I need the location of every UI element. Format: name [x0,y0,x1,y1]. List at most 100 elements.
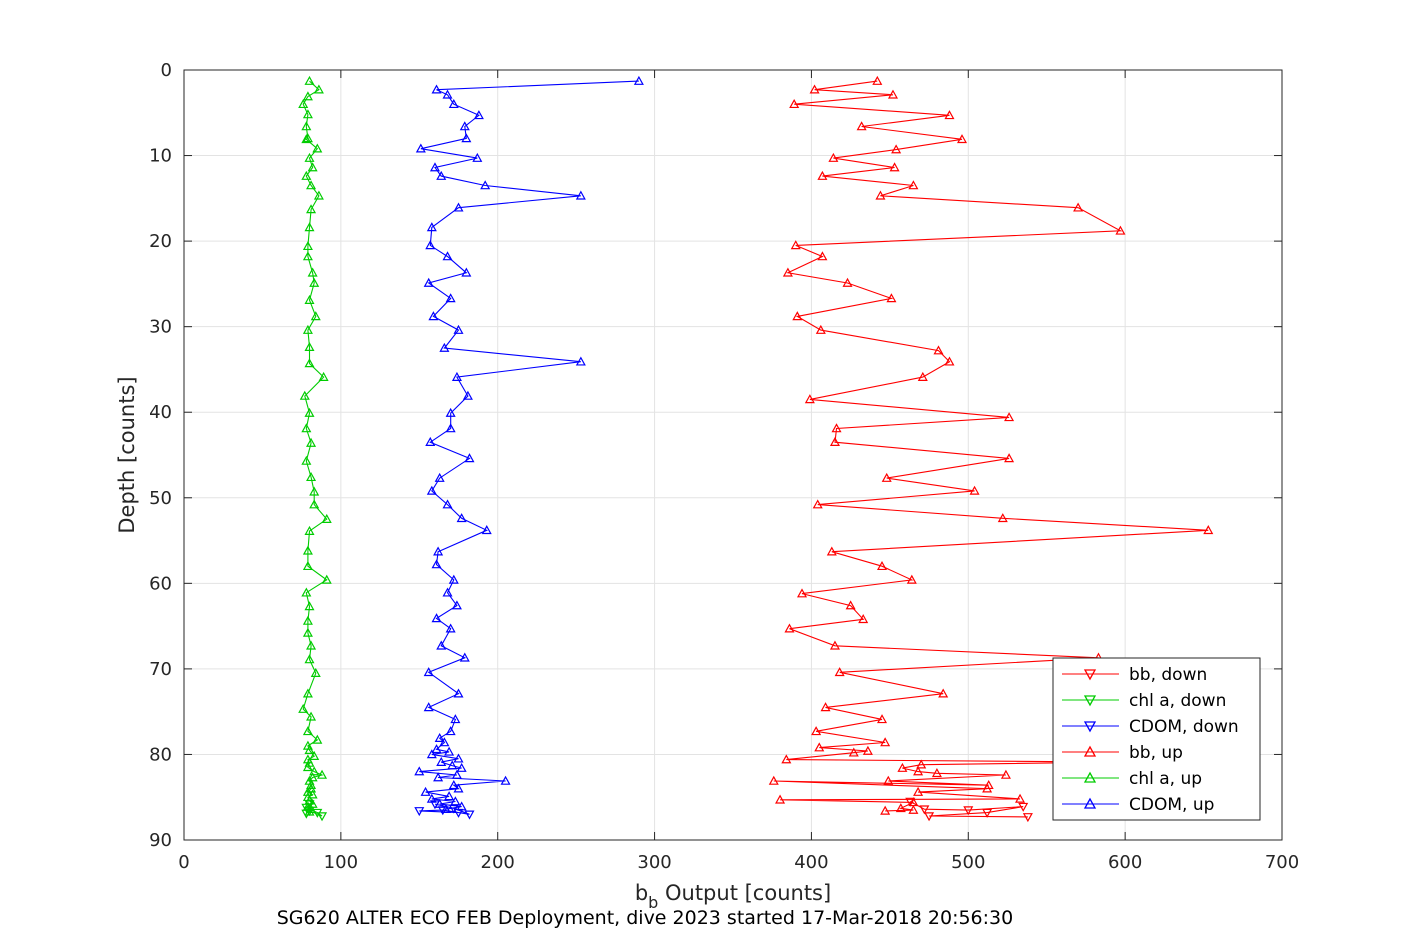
data-point-chl-a-up [306,437,317,447]
data-point-bb-up [889,162,900,172]
x-tick-label: 200 [481,852,515,873]
data-point-bb-down [924,812,935,822]
data-point-bb-up [880,737,891,747]
data-point-bb-up [792,311,803,321]
data-point-chl-a-up [302,241,313,251]
data-point-bb-up [817,170,828,180]
data-point-cdom-up [456,513,467,523]
data-point-cdom-up [456,801,467,811]
data-point-bb-up [782,267,793,277]
data-point-chl-a-up [307,162,318,172]
data-point-cdom-up [414,766,425,776]
data-point-chl-a-down [317,812,328,822]
data-point-cdom-up [429,162,440,172]
data-point-cdom-up [442,499,453,509]
data-point-bb-up [1073,202,1084,212]
data-point-cdom-up [472,152,483,162]
data-point-cdom-up [425,240,436,250]
data-point-cdom-up [456,762,467,772]
y-tick-label: 80 [149,744,172,765]
data-point-cdom-up [447,760,458,770]
data-point-bb-up [897,762,908,772]
data-point-chl-a-up [313,190,324,200]
data-point-bb-down [982,808,993,818]
data-point-cdom-up [439,737,450,747]
data-point-chl-a-up [301,423,312,433]
data-point-bb-up [908,804,919,814]
data-point-bb-up [913,766,924,776]
data-point-bb-up [817,251,828,261]
data-point-chl-a-up [304,654,315,664]
data-point-bb-up [775,794,786,804]
data-point-chl-a-up [301,134,312,144]
data-point-cdom-up [459,121,470,131]
y-tick-label: 10 [149,146,172,167]
data-point-cdom-up [423,277,434,287]
data-point-bb-up [916,759,927,769]
data-point-chl-a-up [309,766,320,776]
data-point-chl-a-up [304,525,315,535]
data-point-cdom-up [440,803,451,814]
data-point-chl-a-up [309,499,320,509]
data-point-cdom-up [481,525,492,535]
data-point-chl-a-up [304,341,315,351]
data-point-chl-a-up [309,750,320,760]
data-point-cdom-up [431,744,442,754]
x-axis-title-rest: Output [counts] [658,881,831,905]
data-point-cdom-up [445,293,456,303]
data-point-cdom-up [431,84,442,94]
data-point-bb-up [784,623,795,633]
legend-item: bb, down [1062,665,1207,685]
data-point-bb-up [887,89,899,99]
data-point-bb-up [982,783,993,793]
series-chl-a-up [298,75,332,816]
y-tick-label: 40 [149,402,172,423]
data-point-cdom-up [464,453,475,463]
data-point-chl-a-up [304,407,315,417]
data-point-bb-up [796,588,808,598]
data-point-cdom-up [444,791,455,801]
data-point-chl-a-up [304,795,315,805]
data-point-cdom-up [448,574,459,584]
data-point-cdom-up [450,796,461,806]
data-point-chl-a-up [302,251,313,261]
x-tick-label: 400 [794,852,828,873]
data-point-bb-up [883,775,894,785]
legend-label: chl a, up [1129,769,1202,789]
data-point-bb-up [820,702,831,712]
data-point-cdom-up [442,251,453,261]
data-point-bb-up [812,499,823,509]
data-point-cdom-up [426,485,437,495]
data-point-cdom-down [414,807,425,817]
data-point-bb-up [938,688,949,698]
data-point-cdom-up [433,546,444,556]
data-point-cdom-up [423,667,434,677]
data-point-bb-up [1015,793,1026,803]
y-tick-label: 20 [149,231,172,252]
data-point-cdom-up [445,407,456,417]
data-point-cdom-up [451,371,462,381]
data-point-bb-up [858,614,869,624]
data-point-chl-a-up [306,780,317,790]
data-point-cdom-up [434,472,445,482]
data-point-chl-a-up [302,615,313,625]
data-point-chl-a-up [306,711,317,721]
data-point-bb-up [997,513,1008,523]
legend-swatch-marker [1083,745,1097,757]
data-point-bb-up [1004,412,1015,422]
data-point-chl-a-up [306,472,317,482]
data-point-chl-a-up [313,84,324,94]
legend-label: CDOM, down [1129,717,1239,737]
legend-swatch-marker [1083,695,1097,707]
data-point-bb-up [811,726,822,736]
legend-item: bb, up [1062,743,1183,763]
data-point-cdom-up [459,652,470,662]
data-point-bb-up [944,356,955,366]
legend-item: chl a, down [1062,691,1226,711]
series-cdom-up [414,75,644,814]
data-point-bb-up [944,110,955,120]
data-point-cdom-up [445,726,456,736]
legend-label: CDOM, up [1129,795,1214,815]
data-point-cdom-up [453,753,464,763]
data-point-chl-a-up [304,294,315,304]
